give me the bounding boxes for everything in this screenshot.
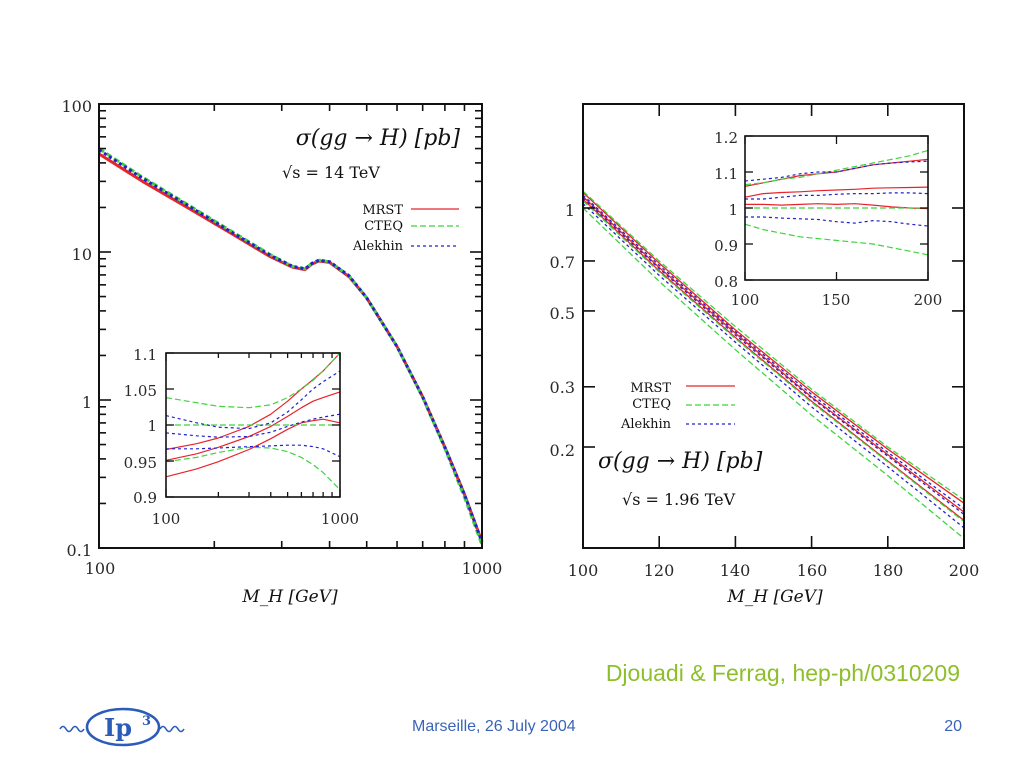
lhc-inset-y-tick-label: 1.05 bbox=[124, 382, 157, 400]
lhc-curves bbox=[98, 147, 484, 546]
tevatron-inset-series-alekhin-lower bbox=[745, 216, 929, 227]
lhc-cross-section-chart: 100 10 1 0.1 100 1000 M_H [GeV] σ(gg → H… bbox=[61, 97, 502, 607]
citation-text: Djouadi & Ferrag, hep-ph/0310209 bbox=[605, 660, 960, 686]
tevatron-inset-series-alekhin-upper bbox=[744, 160, 929, 182]
legend-label-mrst: MRST bbox=[362, 203, 403, 218]
lhc-y-tick-label: 1 bbox=[82, 393, 92, 412]
tevatron-x-tick-label: 180 bbox=[873, 561, 904, 580]
tevatron-y-tick-label: 0.3 bbox=[550, 378, 575, 397]
tevatron-y-tick-label: 0.5 bbox=[550, 304, 575, 323]
tevatron-inset-series-alekhin-central bbox=[745, 192, 929, 200]
tevatron-chart-subtitle: √s = 1.96 TeV bbox=[622, 490, 736, 509]
tevatron-inset-series-cteq-lower bbox=[744, 223, 929, 256]
ip3-logo: Ip 3 bbox=[59, 707, 185, 747]
tevatron-x-tick-label: 200 bbox=[949, 561, 980, 580]
lhc-y-tick-label: 100 bbox=[61, 97, 92, 116]
tevatron-plot-frame bbox=[582, 103, 965, 549]
tevatron-x-tick-label: 100 bbox=[568, 561, 599, 580]
tevatron-series-cteq-upper bbox=[582, 190, 965, 501]
lhc-inset-series-mrst-lower bbox=[165, 418, 341, 478]
logo-text: Ip bbox=[104, 713, 132, 742]
lhc-inset-y-tick-label: 0.95 bbox=[124, 454, 157, 472]
tevatron-inset-series-cteq-upper bbox=[744, 149, 929, 186]
legend-label-cteq: CTEQ bbox=[632, 397, 671, 412]
tevatron-series-mrst-upper bbox=[582, 192, 965, 504]
lhc-inset-y-tick-label: 1 bbox=[147, 417, 157, 435]
legend-label-alekhin: Alekhin bbox=[352, 239, 404, 254]
tevatron-inset-y-tick-label: 1 bbox=[728, 201, 738, 219]
tevatron-series-alekhin-upper bbox=[582, 194, 965, 510]
tevatron-series-cteq-central bbox=[582, 200, 965, 523]
legend-label-mrst: MRST bbox=[630, 381, 671, 396]
tevatron-cross-section-chart: 0.2 0.3 0.5 0.7 1 100 120 140 160 180 20… bbox=[550, 103, 980, 607]
lhc-inset-ticks bbox=[165, 352, 341, 498]
lhc-plot-frame bbox=[98, 103, 483, 549]
logo-wave-right-icon bbox=[159, 725, 185, 733]
lhc-axis-ticks bbox=[98, 103, 483, 549]
lhc-chart-subtitle: √s = 14 TeV bbox=[282, 163, 380, 182]
lhc-inset-series-alekhin-central bbox=[165, 413, 341, 438]
page-number: 20 bbox=[944, 718, 962, 735]
tevatron-inset-series-mrst-lower bbox=[745, 203, 929, 210]
tevatron-inset-y-tick-label: 0.8 bbox=[714, 273, 738, 291]
tevatron-chart-title: σ(gg → H) [pb] bbox=[598, 449, 763, 474]
lhc-inset-series-cteq-lower bbox=[165, 446, 341, 491]
lhc-inset-series-alekhin-upper bbox=[165, 370, 341, 430]
legend-label-alekhin: Alekhin bbox=[620, 417, 672, 432]
tevatron-inset-series-mrst-central bbox=[744, 186, 929, 198]
lhc-inset-series-alekhin-lower bbox=[166, 444, 341, 458]
lhc-series-alekhin bbox=[98, 148, 484, 543]
tevatron-x-axis-label: M_H [GeV] bbox=[726, 587, 823, 607]
lhc-x-tick-label: 100 bbox=[85, 559, 116, 578]
tevatron-inset-y-tick-label: 1.1 bbox=[714, 165, 738, 183]
tevatron-inset-x-tick-label: 100 bbox=[731, 291, 760, 309]
tevatron-inset-y-tick-label: 0.9 bbox=[714, 237, 738, 255]
tevatron-y-tick-label: 0.7 bbox=[550, 253, 575, 272]
tevatron-x-tick-labels: 100 120 140 160 180 200 bbox=[568, 561, 980, 580]
legend-label-cteq: CTEQ bbox=[364, 219, 403, 234]
tevatron-ratio-inset: 1.2 1.1 1 0.9 0.8 100 150 200 bbox=[714, 129, 942, 309]
tevatron-inset-x-tick-label: 150 bbox=[822, 291, 851, 309]
logo-wave-left-icon bbox=[59, 725, 85, 733]
lhc-inset-y-tick-label: 0.9 bbox=[133, 489, 157, 507]
lhc-inset-curves bbox=[165, 352, 341, 491]
tevatron-x-tick-label: 160 bbox=[797, 561, 828, 580]
lhc-inset-series-mrst-upper bbox=[165, 352, 341, 451]
lhc-ratio-inset: 1.1 1.05 1 0.95 0.9 100 1000 bbox=[124, 346, 360, 528]
lhc-x-axis-label: M_H [GeV] bbox=[241, 587, 338, 607]
tevatron-x-tick-label: 120 bbox=[644, 561, 675, 580]
lhc-legend: MRST CTEQ Alekhin bbox=[352, 203, 459, 254]
tevatron-y-tick-label: 1 bbox=[565, 201, 575, 220]
lhc-x-tick-label: 1000 bbox=[462, 559, 503, 578]
logo-ellipse-icon bbox=[85, 707, 161, 747]
tevatron-series-mrst-lower bbox=[582, 198, 965, 521]
footer-location-date: Marseille, 26 July 2004 bbox=[412, 718, 576, 735]
tevatron-legend: MRST CTEQ Alekhin bbox=[620, 381, 735, 432]
tevatron-inset-curves bbox=[744, 149, 929, 256]
lhc-inset-x-tick-label: 1000 bbox=[321, 510, 359, 528]
tevatron-axis-ticks bbox=[582, 104, 965, 548]
lhc-inset-x-tick-label: 100 bbox=[152, 510, 181, 528]
tevatron-series-mrst-central bbox=[582, 196, 965, 513]
tevatron-series-alekhin-central bbox=[582, 197, 965, 515]
tevatron-inset-y-tick-label: 1.2 bbox=[714, 129, 738, 147]
tevatron-inset-x-tick-label: 200 bbox=[914, 291, 943, 309]
lhc-y-tick-label: 10 bbox=[72, 245, 92, 264]
lhc-y-tick-label: 0.1 bbox=[67, 541, 92, 560]
lhc-inset-y-tick-label: 1.1 bbox=[133, 346, 157, 364]
logo-superscript: 3 bbox=[142, 714, 151, 729]
tevatron-y-tick-label: 0.2 bbox=[550, 441, 575, 460]
lhc-chart-title: σ(gg → H) [pb] bbox=[296, 126, 461, 151]
tevatron-x-tick-label: 140 bbox=[720, 561, 751, 580]
tevatron-inset-ticks bbox=[744, 135, 929, 281]
lhc-inset-series-mrst-central bbox=[165, 391, 341, 461]
tevatron-curves bbox=[582, 190, 965, 540]
